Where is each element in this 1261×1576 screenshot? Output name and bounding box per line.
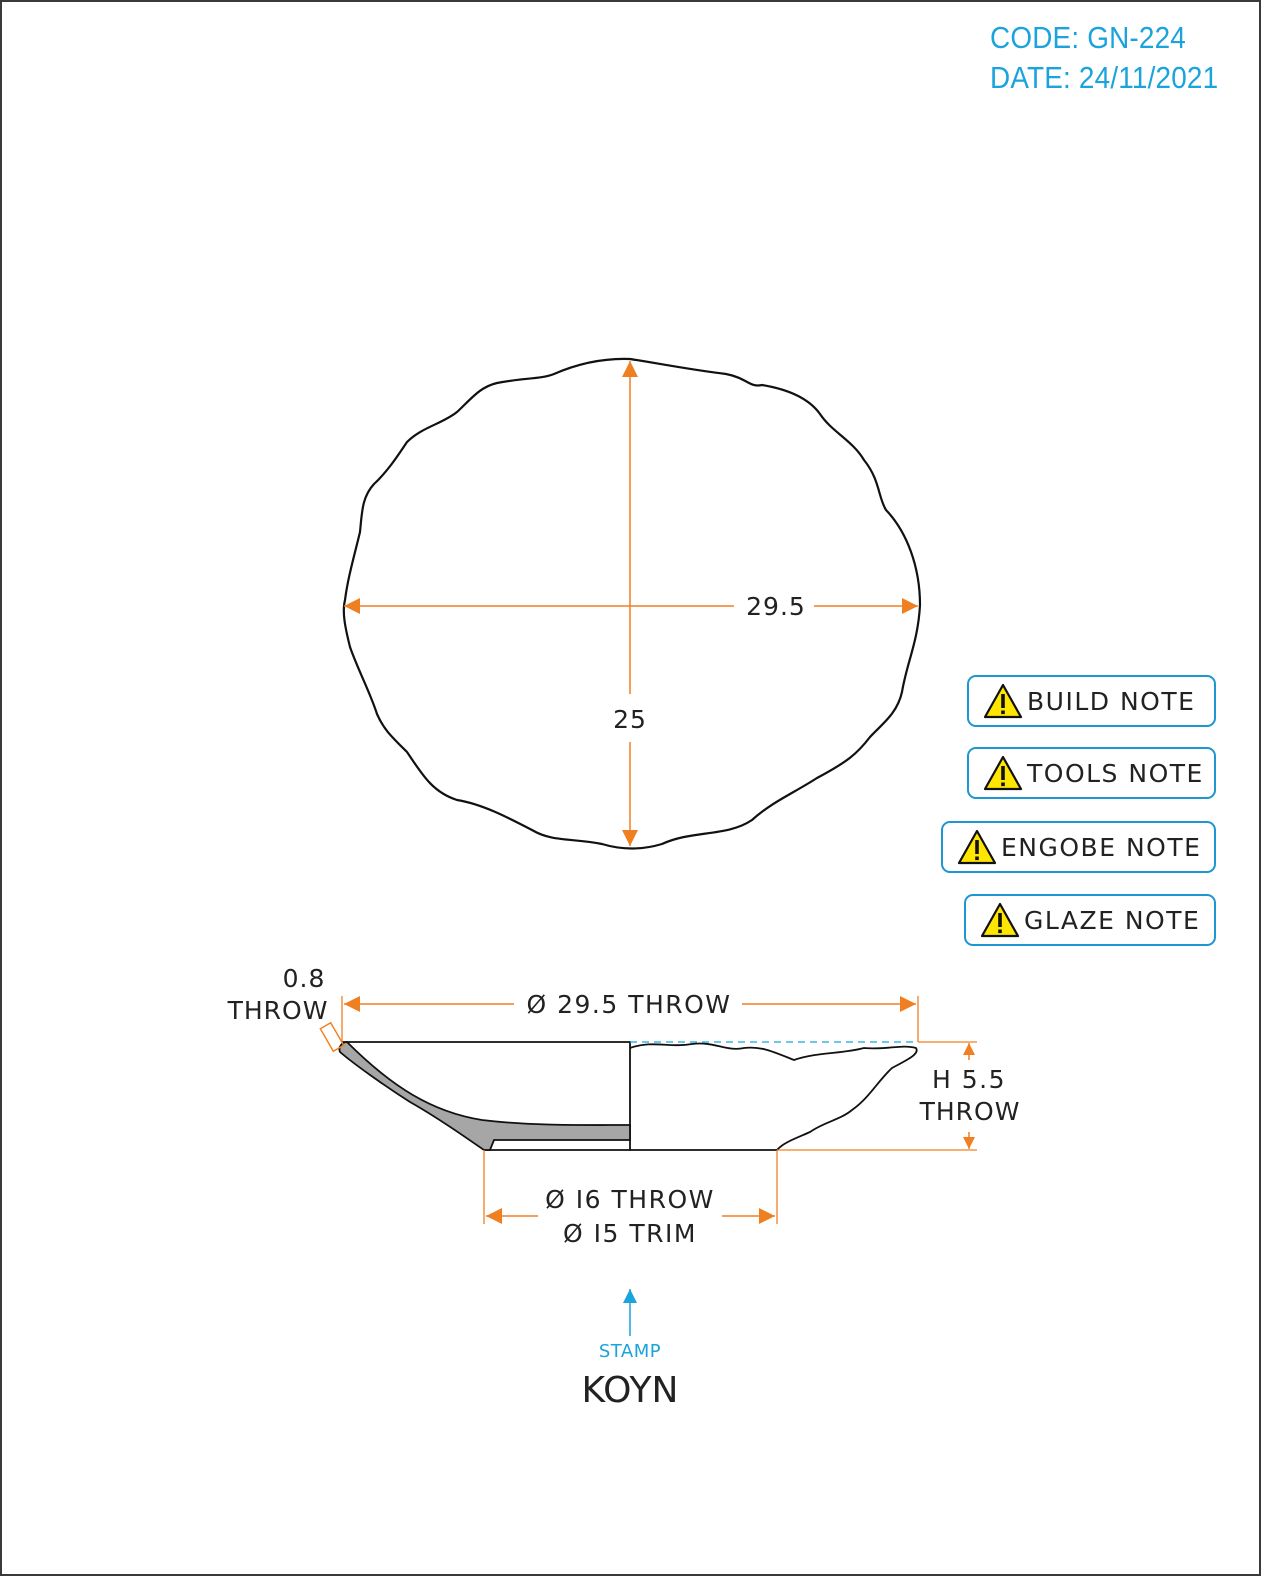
build-note-button[interactable]: BUILD NOTE: [967, 675, 1216, 727]
wall-thickness-marker: [319, 1021, 345, 1053]
tools-note-button[interactable]: TOOLS NOTE: [967, 747, 1216, 799]
build-note-label: BUILD NOTE: [1027, 686, 1196, 716]
warning-icon: [980, 902, 1020, 938]
wall-thickness-unit: THROW: [227, 996, 329, 1025]
foot-trim-label: Ø I5 TRIM: [563, 1219, 697, 1248]
height-unit: THROW: [919, 1097, 1021, 1126]
drawing-code: CODE: GN-224: [990, 20, 1186, 55]
glaze-note-label: GLAZE NOTE: [1024, 905, 1201, 935]
plate-side-outline: [629, 1042, 918, 1151]
depth-label: 25: [613, 705, 647, 734]
foot-throw-label: Ø I6 THROW: [545, 1185, 715, 1214]
warning-icon: [983, 755, 1023, 791]
width-label: 29.5: [746, 592, 806, 621]
height-value: H 5.5: [932, 1065, 1006, 1094]
drawing-date: DATE: 24/11/2021: [990, 60, 1219, 95]
wall-thickness-value: 0.8: [283, 964, 326, 993]
engobe-note-button[interactable]: ENGOBE NOTE: [941, 821, 1216, 873]
section-outline: [342, 1041, 631, 1151]
plate-wall-section: [338, 1041, 631, 1151]
rim-diameter-label: Ø 29.5 THROW: [526, 990, 731, 1019]
glaze-note-button[interactable]: GLAZE NOTE: [964, 894, 1216, 946]
warning-icon: [957, 829, 997, 865]
stamp-text: KOYN: [582, 1370, 679, 1411]
plate-top-outline: [342, 357, 922, 850]
warning-icon: [983, 683, 1023, 719]
tools-note-label: TOOLS NOTE: [1027, 758, 1204, 788]
stamp-label: STAMP: [599, 1341, 661, 1362]
engobe-note-label: ENGOBE NOTE: [1001, 832, 1202, 862]
